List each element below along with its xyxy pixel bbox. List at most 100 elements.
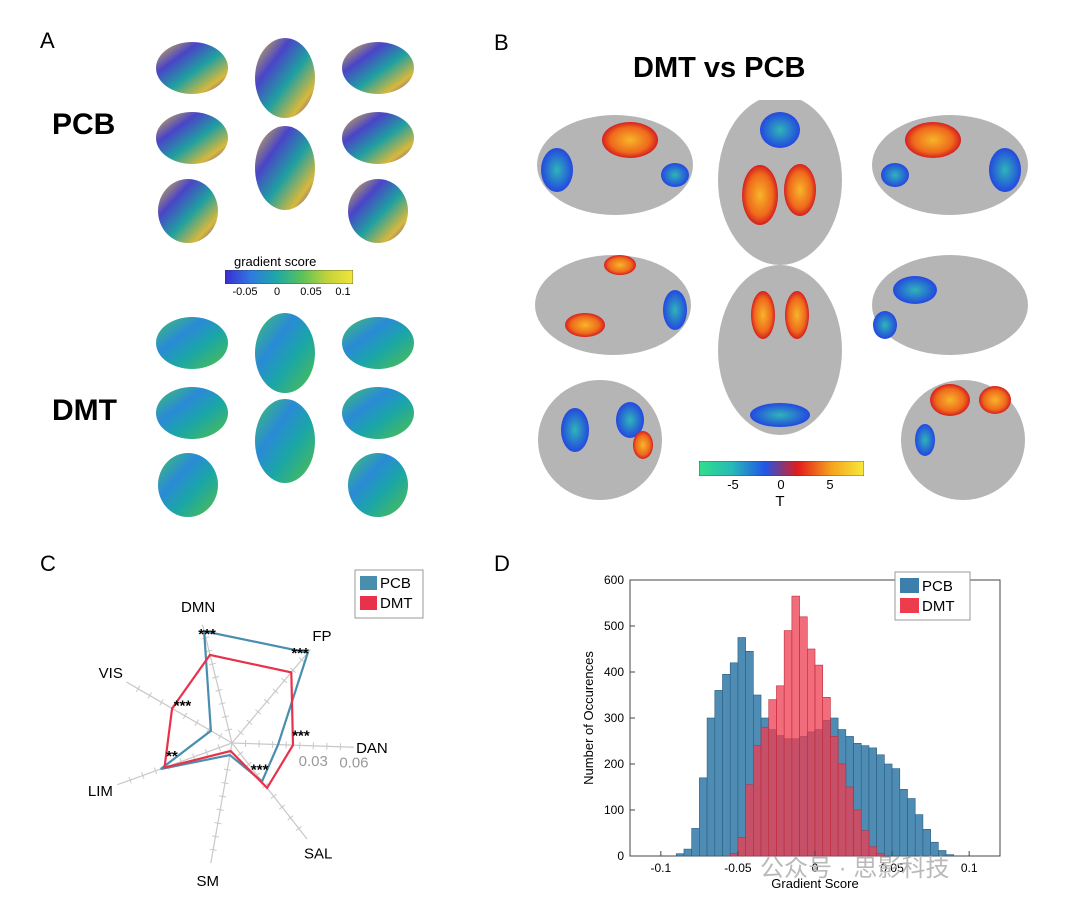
y-tick-label: 400: [604, 665, 624, 679]
pcb-brain-renders: [156, 38, 414, 243]
colorbar-tick: 0.1: [335, 286, 351, 298]
y-tick-label: 300: [604, 711, 624, 725]
radar-tick: [270, 793, 277, 799]
brain-posterior-left: [538, 380, 662, 500]
hist-bar-dmt: [745, 784, 754, 857]
radar-tick: [237, 729, 244, 736]
legend-swatch-dmt: [360, 596, 377, 610]
y-tick-label: 200: [604, 757, 624, 771]
hist-bar-pcb: [714, 690, 723, 857]
significance-marker: ***: [198, 626, 216, 643]
radar-tick: [208, 662, 216, 666]
hist-bar-dmt: [783, 630, 793, 857]
radar-tick: [153, 767, 158, 775]
hist-bar-pcb: [706, 717, 716, 857]
legend-swatch-pcb: [360, 576, 377, 590]
radar-axis-label: VIS: [99, 665, 123, 682]
hist-bar-dmt: [737, 837, 746, 857]
hist-bar-pcb: [737, 637, 746, 857]
brain-medial-left: [156, 112, 228, 164]
radar-tick: [135, 685, 141, 693]
hist-bar-pcb: [899, 789, 908, 857]
hist-bar-dmt: [845, 786, 854, 857]
t-colorbar: [699, 461, 864, 476]
radar-tick: [205, 649, 213, 653]
brain-ventral: [255, 399, 315, 483]
brain-ventral: [718, 265, 842, 435]
radar-r-tick-label: 0.03: [299, 753, 328, 770]
radar-tick: [281, 678, 288, 684]
radar-tick: [204, 748, 209, 756]
hist-bar-pcb: [891, 768, 901, 857]
significance-marker: ***: [174, 697, 192, 714]
brain-posterior-left: [158, 453, 218, 517]
hist-bar-pcb: [675, 853, 685, 857]
radar-axis-label: SM: [196, 873, 219, 890]
radar-tick: [287, 815, 294, 821]
radar-axis-label: DAN: [356, 740, 388, 757]
colorbar-tick: 0.05: [300, 286, 322, 298]
radar-tick: [221, 781, 229, 785]
brain-ventral: [255, 126, 315, 210]
brain-posterior-right: [901, 380, 1025, 500]
x-tick-label: -0.1: [650, 861, 671, 875]
radar-axis-label: DMN: [181, 599, 215, 616]
radar-tick: [214, 821, 222, 825]
hist-bar-pcb: [938, 850, 947, 857]
radar-tick: [219, 795, 227, 798]
hist-bar-dmt: [822, 697, 831, 857]
hist-bar-dmt: [830, 736, 839, 857]
radar-tick: [216, 808, 224, 811]
radar-axis-label: LIM: [88, 783, 113, 800]
radar-axis-label: FP: [312, 628, 331, 645]
radar-series-dmt: [163, 653, 295, 790]
radar-tick: [223, 768, 231, 771]
brain-dorsal: [255, 38, 315, 118]
gradient-colorbar: [225, 270, 353, 284]
hist-bar-dmt: [729, 853, 739, 857]
legend-label-dmt: DMT: [380, 595, 413, 612]
brain-lateral-right: [342, 42, 414, 94]
radar-tick: [218, 732, 223, 740]
radar-tick: [237, 751, 244, 757]
hist-bar-dmt: [876, 853, 885, 857]
radar-tick: [255, 709, 262, 715]
radar-tick: [217, 744, 221, 752]
y-tick-label: 600: [604, 573, 624, 587]
brain-posterior-right: [348, 179, 408, 243]
panel-label-a: A: [40, 28, 55, 53]
hist-bar-pcb: [945, 854, 955, 857]
hist-bar-pcb: [876, 754, 885, 857]
watermark-text: 公众号 · 思影科技: [760, 855, 950, 882]
brain-posterior-right: [348, 453, 408, 517]
legend-swatch-dmt: [900, 598, 919, 613]
x-tick-label: 0.1: [961, 861, 978, 875]
y-tick-label: 0: [617, 849, 624, 863]
hist-bar-pcb: [868, 747, 877, 857]
hist-bar-pcb: [884, 763, 893, 857]
radar-legend: PCB DMT: [354, 569, 424, 619]
radar-axis: [117, 742, 233, 786]
legend-label-dmt: DMT: [922, 598, 955, 615]
radar-tick: [159, 699, 164, 706]
x-axis-label: Gradient Score: [771, 876, 858, 891]
legend-swatch-pcb: [900, 578, 919, 593]
radar-tick: [141, 771, 145, 779]
t-colorbar-tick: -5: [727, 477, 739, 492]
hist-bar-pcb: [930, 841, 939, 857]
colorbar-tick: -0.05: [232, 286, 258, 298]
panel-label-d: D: [494, 551, 510, 576]
radar-tick: [218, 702, 226, 705]
hist-bar-dmt: [776, 685, 785, 857]
hist-bar-dmt: [768, 699, 777, 857]
significance-marker: ***: [251, 761, 269, 778]
brain-lateral-left: [156, 317, 228, 369]
brain-medial-left: [156, 387, 228, 439]
x-tick-label: 0.05: [880, 861, 904, 875]
condition-label-pcb: PCB: [52, 108, 116, 141]
dmt-brain-renders: [156, 313, 414, 517]
radar-tick: [295, 825, 302, 832]
legend-label-pcb: PCB: [380, 575, 411, 592]
radar-axis: [231, 649, 311, 744]
